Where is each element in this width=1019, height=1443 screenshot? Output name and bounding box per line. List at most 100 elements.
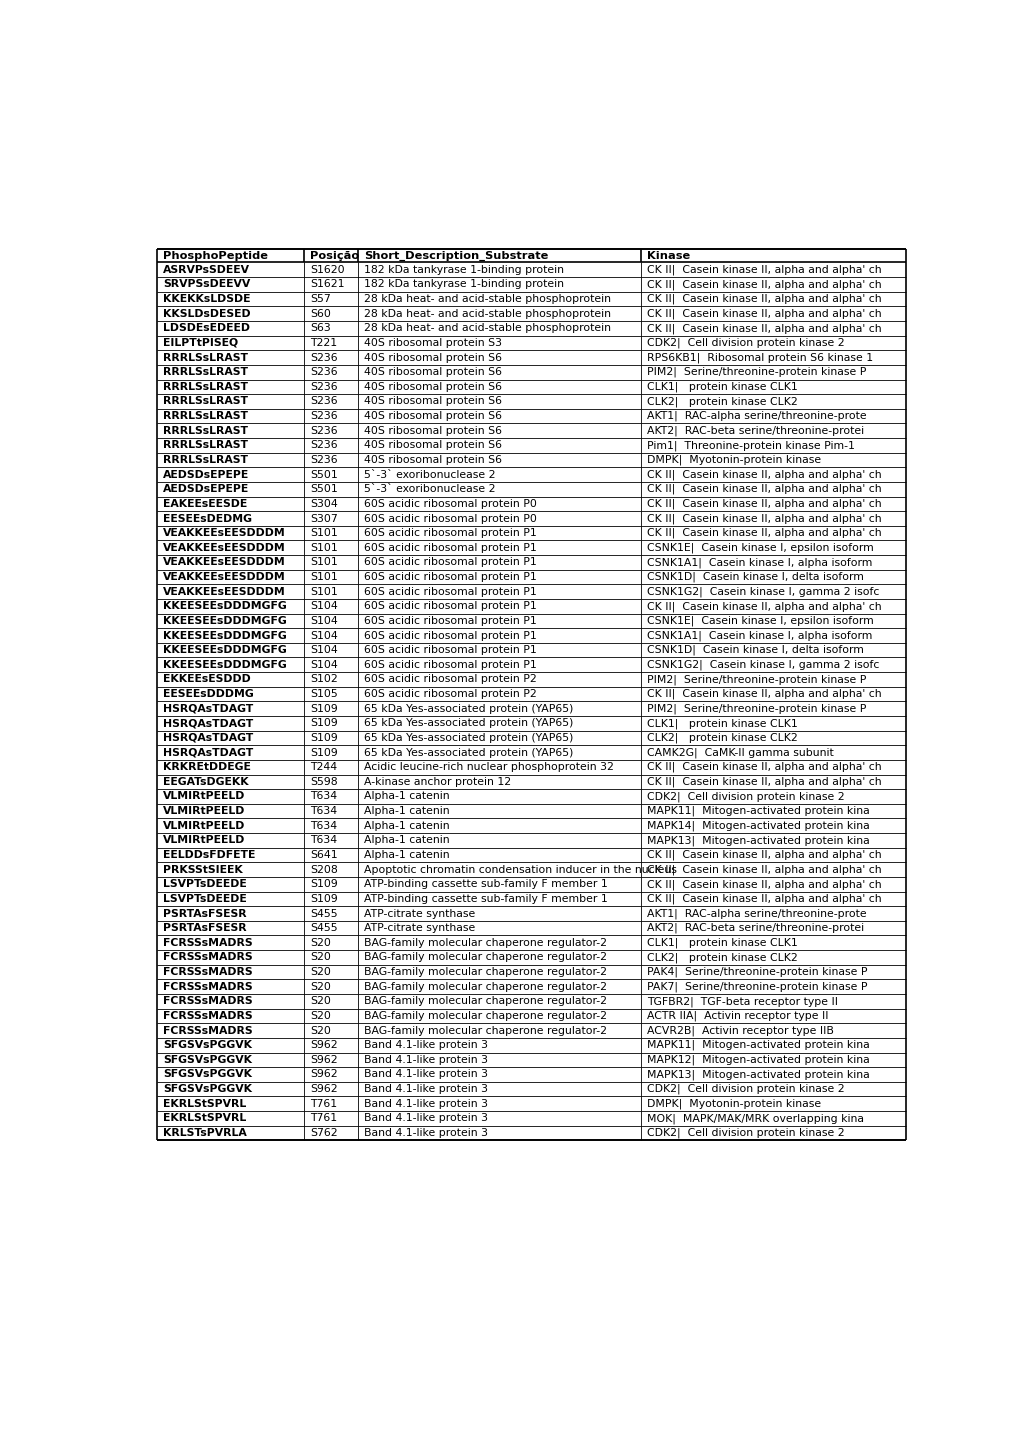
- Text: AKT1|  RAC-alpha serine/threonine-prote: AKT1| RAC-alpha serine/threonine-prote: [646, 411, 866, 421]
- Text: SFGSVsPGGVK: SFGSVsPGGVK: [163, 1040, 252, 1051]
- Text: 65 kDa Yes-associated protein (YAP65): 65 kDa Yes-associated protein (YAP65): [364, 719, 573, 729]
- Text: AKT1|  RAC-alpha serine/threonine-prote: AKT1| RAC-alpha serine/threonine-prote: [646, 908, 866, 919]
- Text: CK II|  Casein kinase II, alpha and alpha' ch: CK II| Casein kinase II, alpha and alpha…: [646, 483, 880, 495]
- Text: S236: S236: [310, 382, 337, 392]
- Text: CK II|  Casein kinase II, alpha and alpha' ch: CK II| Casein kinase II, alpha and alpha…: [646, 602, 880, 612]
- Text: T761: T761: [310, 1098, 336, 1108]
- Text: 40S ribosomal protein S6: 40S ribosomal protein S6: [364, 382, 501, 392]
- Text: S20: S20: [310, 1012, 330, 1022]
- Text: BAG-family molecular chaperone regulator-2: BAG-family molecular chaperone regulator…: [364, 952, 606, 962]
- Text: EAKEEsEESDE: EAKEEsEESDE: [163, 499, 247, 509]
- Text: CSNK1A1|  Casein kinase I, alpha isoform: CSNK1A1| Casein kinase I, alpha isoform: [646, 557, 871, 567]
- Text: KKEESEEsDDDMGFG: KKEESEEsDDDMGFG: [163, 631, 286, 641]
- Text: CK II|  Casein kinase II, alpha and alpha' ch: CK II| Casein kinase II, alpha and alpha…: [646, 688, 880, 700]
- Text: 28 kDa heat- and acid-stable phosphoprotein: 28 kDa heat- and acid-stable phosphoprot…: [364, 294, 610, 304]
- Text: 182 kDa tankyrase 1-binding protein: 182 kDa tankyrase 1-binding protein: [364, 280, 564, 290]
- Text: 60S acidic ribosomal protein P1: 60S acidic ribosomal protein P1: [364, 557, 536, 567]
- Text: VLMIRtPEELD: VLMIRtPEELD: [163, 821, 246, 831]
- Text: CK II|  Casein kinase II, alpha and alpha' ch: CK II| Casein kinase II, alpha and alpha…: [646, 864, 880, 874]
- Text: CK II|  Casein kinase II, alpha and alpha' ch: CK II| Casein kinase II, alpha and alpha…: [646, 469, 880, 481]
- Text: RRRLSsLRAST: RRRLSsLRAST: [163, 411, 248, 421]
- Text: T634: T634: [310, 835, 336, 846]
- Text: 28 kDa heat- and acid-stable phosphoprotein: 28 kDa heat- and acid-stable phosphoprot…: [364, 323, 610, 333]
- Text: 65 kDa Yes-associated protein (YAP65): 65 kDa Yes-associated protein (YAP65): [364, 747, 573, 758]
- Text: EELDDsFDFETE: EELDDsFDFETE: [163, 850, 255, 860]
- Text: ASRVPsSDEEV: ASRVPsSDEEV: [163, 266, 250, 274]
- Text: Posição: Posição: [310, 251, 359, 261]
- Text: Alpha-1 catenin: Alpha-1 catenin: [364, 821, 449, 831]
- Text: Alpha-1 catenin: Alpha-1 catenin: [364, 791, 449, 801]
- Text: S962: S962: [310, 1084, 337, 1094]
- Text: LDSDEsEDEED: LDSDEsEDEED: [163, 323, 250, 333]
- Text: S104: S104: [310, 616, 337, 626]
- Text: Apoptotic chromatin condensation inducer in the nucleus: Apoptotic chromatin condensation inducer…: [364, 864, 676, 874]
- Text: BAG-family molecular chaperone regulator-2: BAG-family molecular chaperone regulator…: [364, 1012, 606, 1022]
- Text: PAK7|  Serine/threonine-protein kinase P: PAK7| Serine/threonine-protein kinase P: [646, 981, 867, 991]
- Text: S101: S101: [310, 557, 337, 567]
- Text: EKKEEsESDDD: EKKEEsESDDD: [163, 674, 251, 684]
- Text: FCRSSsMADRS: FCRSSsMADRS: [163, 981, 253, 991]
- Text: LSVPTsDEEDE: LSVPTsDEEDE: [163, 893, 247, 903]
- Text: S102: S102: [310, 674, 337, 684]
- Text: S20: S20: [310, 938, 330, 948]
- Text: CK II|  Casein kinase II, alpha and alpha' ch: CK II| Casein kinase II, alpha and alpha…: [646, 264, 880, 276]
- Text: CDK2|  Cell division protein kinase 2: CDK2| Cell division protein kinase 2: [646, 1128, 844, 1139]
- Text: S962: S962: [310, 1040, 337, 1051]
- Text: T761: T761: [310, 1114, 336, 1123]
- Text: HSRQAsTDAGT: HSRQAsTDAGT: [163, 719, 253, 729]
- Text: S63: S63: [310, 323, 330, 333]
- Text: 60S acidic ribosomal protein P2: 60S acidic ribosomal protein P2: [364, 674, 536, 684]
- Text: DMPK|  Myotonin-protein kinase: DMPK| Myotonin-protein kinase: [646, 455, 820, 465]
- Text: Alpha-1 catenin: Alpha-1 catenin: [364, 850, 449, 860]
- Text: Band 4.1-like protein 3: Band 4.1-like protein 3: [364, 1055, 487, 1065]
- Text: 60S acidic ribosomal protein P1: 60S acidic ribosomal protein P1: [364, 645, 536, 655]
- Text: EKRLStSPVRL: EKRLStSPVRL: [163, 1114, 246, 1123]
- Text: KKSLDsDESED: KKSLDsDESED: [163, 309, 251, 319]
- Text: S20: S20: [310, 1026, 330, 1036]
- Text: Band 4.1-like protein 3: Band 4.1-like protein 3: [364, 1114, 487, 1123]
- Text: VEAKKEEsEESDDDM: VEAKKEEsEESDDDM: [163, 557, 285, 567]
- Text: PIM2|  Serine/threonine-protein kinase P: PIM2| Serine/threonine-protein kinase P: [646, 703, 866, 714]
- Text: S109: S109: [310, 704, 337, 714]
- Text: BAG-family molecular chaperone regulator-2: BAG-family molecular chaperone regulator…: [364, 967, 606, 977]
- Text: S236: S236: [310, 455, 337, 465]
- Text: S501: S501: [310, 469, 337, 479]
- Text: TGFBR2|  TGF-beta receptor type II: TGFBR2| TGF-beta receptor type II: [646, 996, 838, 1007]
- Text: KRLSTsPVRLA: KRLSTsPVRLA: [163, 1128, 247, 1139]
- Text: CSNK1A1|  Casein kinase I, alpha isoform: CSNK1A1| Casein kinase I, alpha isoform: [646, 631, 871, 641]
- Text: 40S ribosomal protein S6: 40S ribosomal protein S6: [364, 426, 501, 436]
- Text: BAG-family molecular chaperone regulator-2: BAG-family molecular chaperone regulator…: [364, 938, 606, 948]
- Text: CK II|  Casein kinase II, alpha and alpha' ch: CK II| Casein kinase II, alpha and alpha…: [646, 323, 880, 333]
- Text: S109: S109: [310, 747, 337, 758]
- Text: ATP-citrate synthase: ATP-citrate synthase: [364, 909, 475, 919]
- Text: S304: S304: [310, 499, 337, 509]
- Text: EILPTtPISEQ: EILPTtPISEQ: [163, 338, 237, 348]
- Text: 60S acidic ribosomal protein P1: 60S acidic ribosomal protein P1: [364, 543, 536, 553]
- Text: S307: S307: [310, 514, 337, 524]
- Text: FCRSSsMADRS: FCRSSsMADRS: [163, 938, 253, 948]
- Text: 28 kDa heat- and acid-stable phosphoprotein: 28 kDa heat- and acid-stable phosphoprot…: [364, 309, 610, 319]
- Text: PSRTAsFSESR: PSRTAsFSESR: [163, 909, 247, 919]
- Text: 60S acidic ribosomal protein P0: 60S acidic ribosomal protein P0: [364, 499, 536, 509]
- Text: EKRLStSPVRL: EKRLStSPVRL: [163, 1098, 246, 1108]
- Text: S641: S641: [310, 850, 337, 860]
- Text: VLMIRtPEELD: VLMIRtPEELD: [163, 791, 246, 801]
- Text: S236: S236: [310, 426, 337, 436]
- Text: 182 kDa tankyrase 1-binding protein: 182 kDa tankyrase 1-binding protein: [364, 266, 564, 274]
- Text: Kinase: Kinase: [646, 251, 690, 261]
- Text: Alpha-1 catenin: Alpha-1 catenin: [364, 807, 449, 817]
- Text: BAG-family molecular chaperone regulator-2: BAG-family molecular chaperone regulator…: [364, 996, 606, 1006]
- Text: ATP-citrate synthase: ATP-citrate synthase: [364, 924, 475, 934]
- Text: S236: S236: [310, 411, 337, 421]
- Text: CK II|  Casein kinase II, alpha and alpha' ch: CK II| Casein kinase II, alpha and alpha…: [646, 499, 880, 509]
- Text: MAPK14|  Mitogen-activated protein kina: MAPK14| Mitogen-activated protein kina: [646, 821, 869, 831]
- Text: MAPK13|  Mitogen-activated protein kina: MAPK13| Mitogen-activated protein kina: [646, 1069, 869, 1079]
- Text: S105: S105: [310, 690, 337, 698]
- Text: T244: T244: [310, 762, 336, 772]
- Text: S20: S20: [310, 952, 330, 962]
- Text: S104: S104: [310, 645, 337, 655]
- Text: MAPK11|  Mitogen-activated protein kina: MAPK11| Mitogen-activated protein kina: [646, 1040, 869, 1051]
- Text: RPS6KB1|  Ribosomal protein S6 kinase 1: RPS6KB1| Ribosomal protein S6 kinase 1: [646, 352, 872, 362]
- Text: T634: T634: [310, 807, 336, 817]
- Text: S57: S57: [310, 294, 330, 304]
